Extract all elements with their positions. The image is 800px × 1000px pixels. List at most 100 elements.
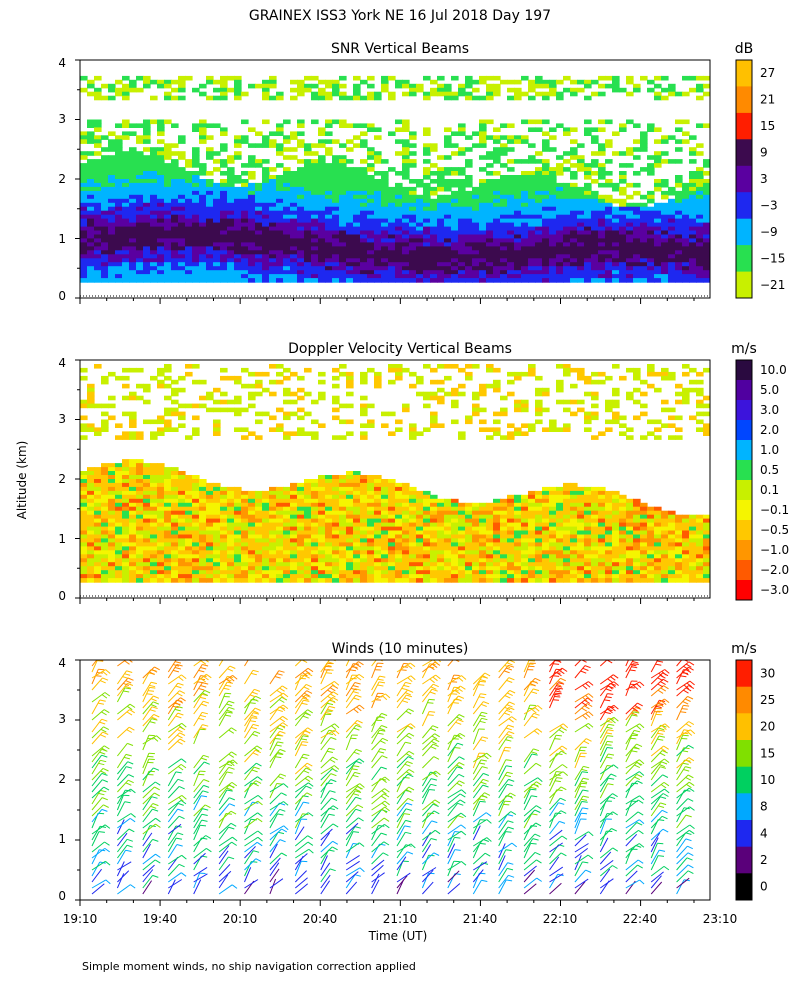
- snr-cell: [304, 226, 312, 232]
- snr-cell: [269, 186, 277, 192]
- doppler-cell: [157, 502, 165, 508]
- doppler-cell: [381, 562, 389, 567]
- doppler-cell: [346, 522, 354, 528]
- doppler-cell: [395, 518, 403, 524]
- doppler-cell: [136, 367, 144, 373]
- snr-cell: [94, 190, 102, 196]
- snr-cell: [395, 127, 403, 132]
- doppler-cell: [423, 498, 431, 504]
- snr-cell: [626, 226, 634, 232]
- doppler-cell: [220, 578, 228, 583]
- doppler-cell: [437, 538, 445, 543]
- snr-cell: [479, 238, 487, 243]
- snr-cell: [605, 262, 613, 267]
- doppler-cell: [346, 431, 354, 436]
- doppler-cell: [283, 435, 291, 440]
- snr-cell: [192, 210, 200, 216]
- snr-cell: [318, 254, 326, 259]
- snr-cell: [451, 171, 459, 176]
- snr-cell: [157, 194, 165, 200]
- doppler-cell: [80, 530, 88, 536]
- snr-cell: [381, 266, 389, 271]
- snr-cell: [297, 186, 305, 192]
- snr-cell: [521, 230, 529, 236]
- snr-cell: [619, 250, 627, 255]
- snr-cell: [304, 254, 312, 259]
- snr-cell: [465, 190, 473, 196]
- snr-cell: [493, 238, 501, 243]
- snr-cell: [493, 274, 501, 279]
- snr-cell: [157, 179, 165, 184]
- doppler-cell: [227, 518, 235, 524]
- snr-cell: [619, 214, 627, 220]
- doppler-cell: [171, 570, 179, 575]
- snr-cell: [521, 238, 529, 243]
- snr-cell: [395, 238, 403, 243]
- snr-cell: [220, 190, 228, 196]
- snr-cell: [290, 171, 298, 176]
- doppler-cell: [360, 566, 368, 571]
- doppler-cell: [269, 506, 277, 512]
- doppler-cell: [122, 490, 130, 496]
- doppler-cell: [129, 558, 137, 563]
- doppler-cell: [199, 490, 207, 496]
- snr-cell: [549, 218, 557, 224]
- snr-cell: [556, 226, 564, 232]
- snr-cell: [220, 222, 228, 228]
- doppler-cell: [318, 578, 326, 583]
- doppler-cell: [276, 554, 284, 559]
- doppler-cell: [171, 479, 179, 484]
- snr-cell: [290, 198, 298, 204]
- snr-cell: [479, 131, 487, 136]
- snr-cell: [689, 246, 697, 251]
- doppler-cell: [171, 379, 179, 385]
- snr-cell: [472, 262, 480, 267]
- snr-cell: [416, 258, 424, 263]
- snr-cell: [682, 246, 690, 251]
- doppler-cell: [297, 538, 305, 543]
- snr-cell: [430, 206, 438, 212]
- doppler-cell: [115, 526, 123, 532]
- snr-cell: [108, 270, 116, 275]
- doppler-cell: [234, 562, 242, 567]
- doppler-cell: [318, 379, 326, 385]
- snr-cell: [472, 95, 480, 101]
- snr-cell: [703, 171, 710, 176]
- doppler-cell: [206, 407, 214, 413]
- doppler-cell: [402, 546, 410, 551]
- snr-cell: [318, 230, 326, 236]
- snr-cell: [647, 194, 655, 200]
- doppler-cell: [150, 522, 158, 528]
- snr-cell: [381, 159, 389, 164]
- doppler-cell: [80, 542, 88, 547]
- snr-cell: [689, 171, 697, 176]
- snr-cell: [248, 163, 256, 168]
- snr-cell: [262, 214, 270, 220]
- doppler-cell: [248, 526, 256, 532]
- doppler-cell: [94, 522, 102, 528]
- doppler-cell: [262, 538, 270, 543]
- colorbar-label: −3: [760, 198, 778, 212]
- doppler-cell: [360, 542, 368, 547]
- snr-cell: [486, 83, 494, 89]
- snr-cell: [409, 234, 417, 240]
- doppler-cell: [150, 471, 158, 476]
- snr-cell: [668, 226, 676, 232]
- snr-cell: [458, 171, 466, 176]
- doppler-cell: [297, 375, 305, 381]
- snr-cell: [241, 179, 249, 184]
- snr-cell: [479, 262, 487, 267]
- snr-cell: [136, 206, 144, 212]
- snr-cell: [619, 202, 627, 208]
- doppler-cell: [374, 546, 382, 551]
- snr-cell: [220, 254, 228, 259]
- doppler-cell: [367, 486, 375, 492]
- snr-cell: [255, 254, 263, 259]
- doppler-cell: [458, 546, 466, 551]
- snr-cell: [213, 238, 221, 243]
- snr-cell: [388, 254, 396, 259]
- doppler-cell: [402, 494, 410, 500]
- snr-cell: [192, 159, 200, 164]
- snr-cell: [367, 206, 375, 212]
- snr-cell: [192, 123, 200, 128]
